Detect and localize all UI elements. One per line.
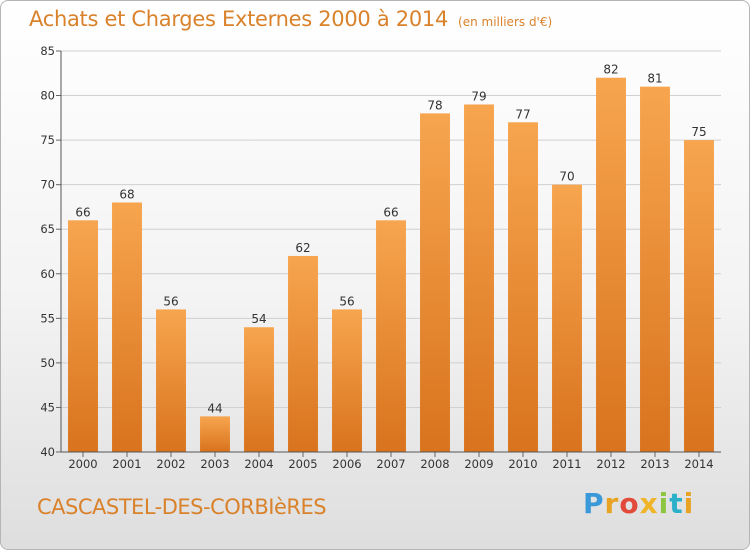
x-tick-label: 2009 — [464, 457, 493, 471]
data-label: 78 — [427, 98, 442, 112]
logo-letter: P — [583, 487, 605, 520]
y-tick-label: 40 — [40, 445, 55, 459]
bar — [640, 86, 670, 453]
data-label: 70 — [559, 170, 574, 184]
bar — [376, 220, 406, 452]
x-tick-label: 2000 — [68, 457, 97, 471]
data-label: 77 — [515, 107, 530, 121]
data-label: 66 — [75, 205, 90, 219]
proxiti-logo[interactable]: Proxiti — [583, 487, 694, 520]
data-label: 44 — [207, 401, 222, 415]
y-tick-label: 50 — [40, 356, 55, 370]
data-label: 54 — [251, 312, 266, 326]
x-tick-label: 2005 — [288, 457, 317, 471]
bar — [68, 220, 98, 452]
chart-title-text: Achats et Charges Externes 2000 à 2014 — [29, 7, 449, 31]
bar — [684, 140, 714, 452]
x-tick-label: 2012 — [596, 457, 625, 471]
x-tick-label: 2002 — [156, 457, 185, 471]
y-tick-label: 45 — [40, 400, 55, 414]
bar — [200, 416, 230, 452]
bar — [332, 309, 362, 452]
x-tick-label: 2014 — [684, 457, 713, 471]
logo-letter: i — [658, 487, 670, 520]
data-label: 68 — [119, 187, 134, 201]
logo-letter: o — [619, 487, 640, 520]
data-label: 79 — [471, 89, 486, 103]
y-tick-label: 75 — [40, 133, 55, 147]
bar — [464, 104, 494, 452]
data-label: 75 — [691, 125, 706, 139]
chart-unit: (en milliers d'€) — [458, 15, 553, 29]
logo-letter: i — [683, 487, 695, 520]
bar — [244, 327, 274, 452]
bar — [288, 255, 318, 452]
data-label: 82 — [603, 63, 618, 77]
x-tick-label: 2006 — [332, 457, 361, 471]
logo-letter: r — [604, 487, 620, 520]
bars — [68, 77, 714, 453]
data-label: 56 — [339, 294, 354, 308]
chart-title: Achats et Charges Externes 2000 à 2014 (e… — [29, 7, 552, 31]
x-tick-label: 2011 — [552, 457, 581, 471]
y-tick-label: 55 — [40, 311, 55, 325]
data-label: 56 — [163, 294, 178, 308]
x-tick-label: 2003 — [200, 457, 229, 471]
axes — [56, 50, 721, 457]
y-tick-label: 70 — [40, 178, 55, 192]
x-tick-label: 2004 — [244, 457, 273, 471]
y-tick-label: 65 — [40, 222, 55, 236]
bar — [596, 77, 626, 452]
city-name: CASCASTEL-DES-CORBIèRES — [37, 495, 327, 519]
bar — [420, 113, 450, 452]
y-tick-label: 60 — [40, 267, 55, 281]
x-tick-label: 2007 — [376, 457, 405, 471]
data-label: 81 — [647, 72, 662, 86]
labels: 40 45 50 55 60 65 70 75 80 85 66 2000 68 2001 56 2002 44… — [40, 44, 713, 471]
logo-letter: x — [639, 487, 659, 520]
x-tick-label: 2013 — [640, 457, 669, 471]
x-tick-label: 2001 — [112, 457, 141, 471]
y-tick-label: 85 — [40, 44, 55, 58]
data-label: 62 — [295, 241, 310, 255]
y-tick-label: 80 — [40, 89, 55, 103]
bar — [156, 309, 186, 452]
bar — [508, 122, 538, 453]
bar — [112, 202, 142, 452]
x-tick-label: 2008 — [420, 457, 449, 471]
data-label: 66 — [383, 205, 398, 219]
logo-letter: t — [669, 487, 684, 520]
bar — [552, 184, 582, 452]
x-tick-label: 2010 — [508, 457, 537, 471]
